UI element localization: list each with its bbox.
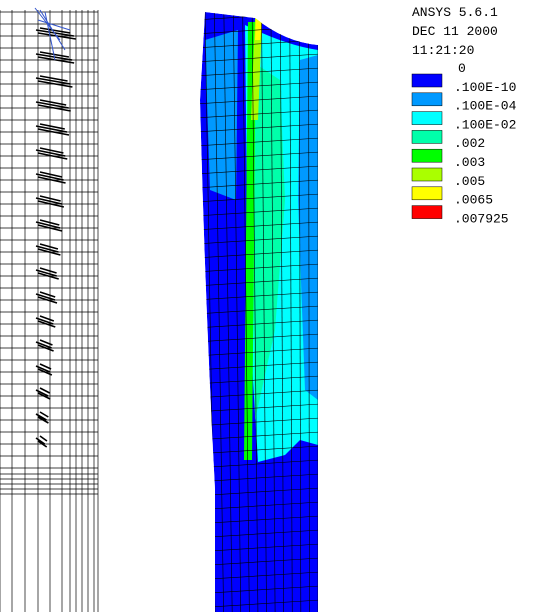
mesh-line <box>289 12 293 612</box>
vector-arrows <box>35 123 70 136</box>
mesh-line <box>200 599 318 609</box>
mesh-line <box>200 529 318 539</box>
mesh-line <box>200 571 318 581</box>
mesh-line <box>200 67 318 77</box>
mesh-line <box>298 12 302 612</box>
mesh-line <box>200 585 318 595</box>
legend-level: 0 <box>458 61 466 76</box>
mesh-line <box>200 123 318 133</box>
mesh-line <box>214 12 224 612</box>
mesh-line <box>200 361 318 371</box>
mesh-line <box>200 137 318 147</box>
vector-arrows <box>35 147 68 160</box>
legend-swatch <box>411 92 443 107</box>
region-lightblue-right <box>298 55 318 400</box>
mesh-line <box>200 389 318 399</box>
mesh-line <box>200 459 318 469</box>
mesh-line <box>308 12 310 612</box>
vector-arrows <box>35 387 51 400</box>
vector-arrows <box>35 75 73 88</box>
legend-level: .100E-02 <box>454 117 516 132</box>
legend-swatch <box>411 73 443 88</box>
vector-arrows <box>35 219 63 232</box>
mesh-line <box>200 473 318 483</box>
mesh-line <box>200 333 318 343</box>
left-mesh <box>0 7 99 612</box>
mesh-line <box>200 543 318 553</box>
mesh-line <box>261 12 267 612</box>
vector-arrows <box>35 291 58 304</box>
mesh-line <box>200 417 318 427</box>
legend-swatch <box>411 186 443 201</box>
mesh-line <box>200 235 318 245</box>
mesh-line <box>200 95 318 105</box>
vector-arrows-top <box>34 7 71 61</box>
mesh-line <box>200 431 318 441</box>
mesh-line <box>200 207 318 217</box>
band-yellowgreen <box>251 18 262 120</box>
mesh-line <box>200 291 318 301</box>
legend-swatch <box>411 148 443 163</box>
mesh-line <box>223 12 233 612</box>
vector-arrows <box>35 51 75 64</box>
legend-level: .0065 <box>454 193 493 208</box>
mesh-line <box>200 557 318 567</box>
vector-arrows <box>35 315 56 328</box>
mesh-line <box>251 12 259 612</box>
mesh-line <box>200 81 318 91</box>
program-version: ANSYS 5.6.1 <box>412 5 498 20</box>
vector-arrows <box>35 339 54 352</box>
mesh-line <box>200 165 318 175</box>
date: DEC 11 2000 <box>412 24 498 39</box>
legend: 0 .100E-10 .100E-04 .100E-02 .002 .003 .005 .00… <box>411 61 517 226</box>
mesh-line <box>200 319 318 329</box>
mesh-line <box>270 12 276 612</box>
vector-arrows <box>35 171 66 184</box>
legend-level: .007925 <box>454 211 509 226</box>
mesh-line <box>200 305 318 315</box>
mesh-line <box>200 193 318 203</box>
vector-arrows <box>35 99 71 112</box>
contour-model <box>200 12 318 612</box>
legend-level: .100E-10 <box>454 80 516 95</box>
region-lightblue <box>205 30 238 200</box>
vector-arrows <box>35 243 61 256</box>
legend-level: .003 <box>454 155 485 170</box>
legend-level: .100E-04 <box>454 99 517 114</box>
band-yellow <box>255 18 262 40</box>
mesh-line <box>200 375 318 385</box>
mesh-line <box>232 12 242 612</box>
mesh-line <box>200 179 318 189</box>
mesh-line <box>200 263 318 273</box>
mesh-line <box>200 221 318 231</box>
time: 11:21:20 <box>412 43 474 58</box>
legend-swatch <box>411 130 443 144</box>
mesh-line <box>200 53 318 63</box>
mesh-line <box>200 277 318 287</box>
legend-swatch <box>411 205 443 219</box>
mesh-line <box>200 501 318 511</box>
mesh-line <box>200 347 318 357</box>
vector-arrows <box>35 363 53 376</box>
mesh-line <box>200 249 318 259</box>
mesh-line <box>200 109 318 119</box>
mesh-line <box>200 403 318 413</box>
mesh-line <box>280 12 284 612</box>
vector-arrows <box>35 411 49 424</box>
vector-arrows <box>35 195 65 208</box>
vector-arrows <box>35 435 48 448</box>
legend-swatch <box>411 167 443 182</box>
legend-swatch <box>411 111 443 125</box>
mesh-line <box>200 487 318 497</box>
region-aqua <box>250 60 285 420</box>
mesh-line <box>200 445 318 455</box>
vector-arrows <box>35 267 59 280</box>
mesh-line <box>200 515 318 525</box>
legend-level: .005 <box>454 174 485 189</box>
mesh-line <box>200 151 318 161</box>
right-mesh <box>200 12 318 612</box>
legend-level: .002 <box>454 136 485 151</box>
